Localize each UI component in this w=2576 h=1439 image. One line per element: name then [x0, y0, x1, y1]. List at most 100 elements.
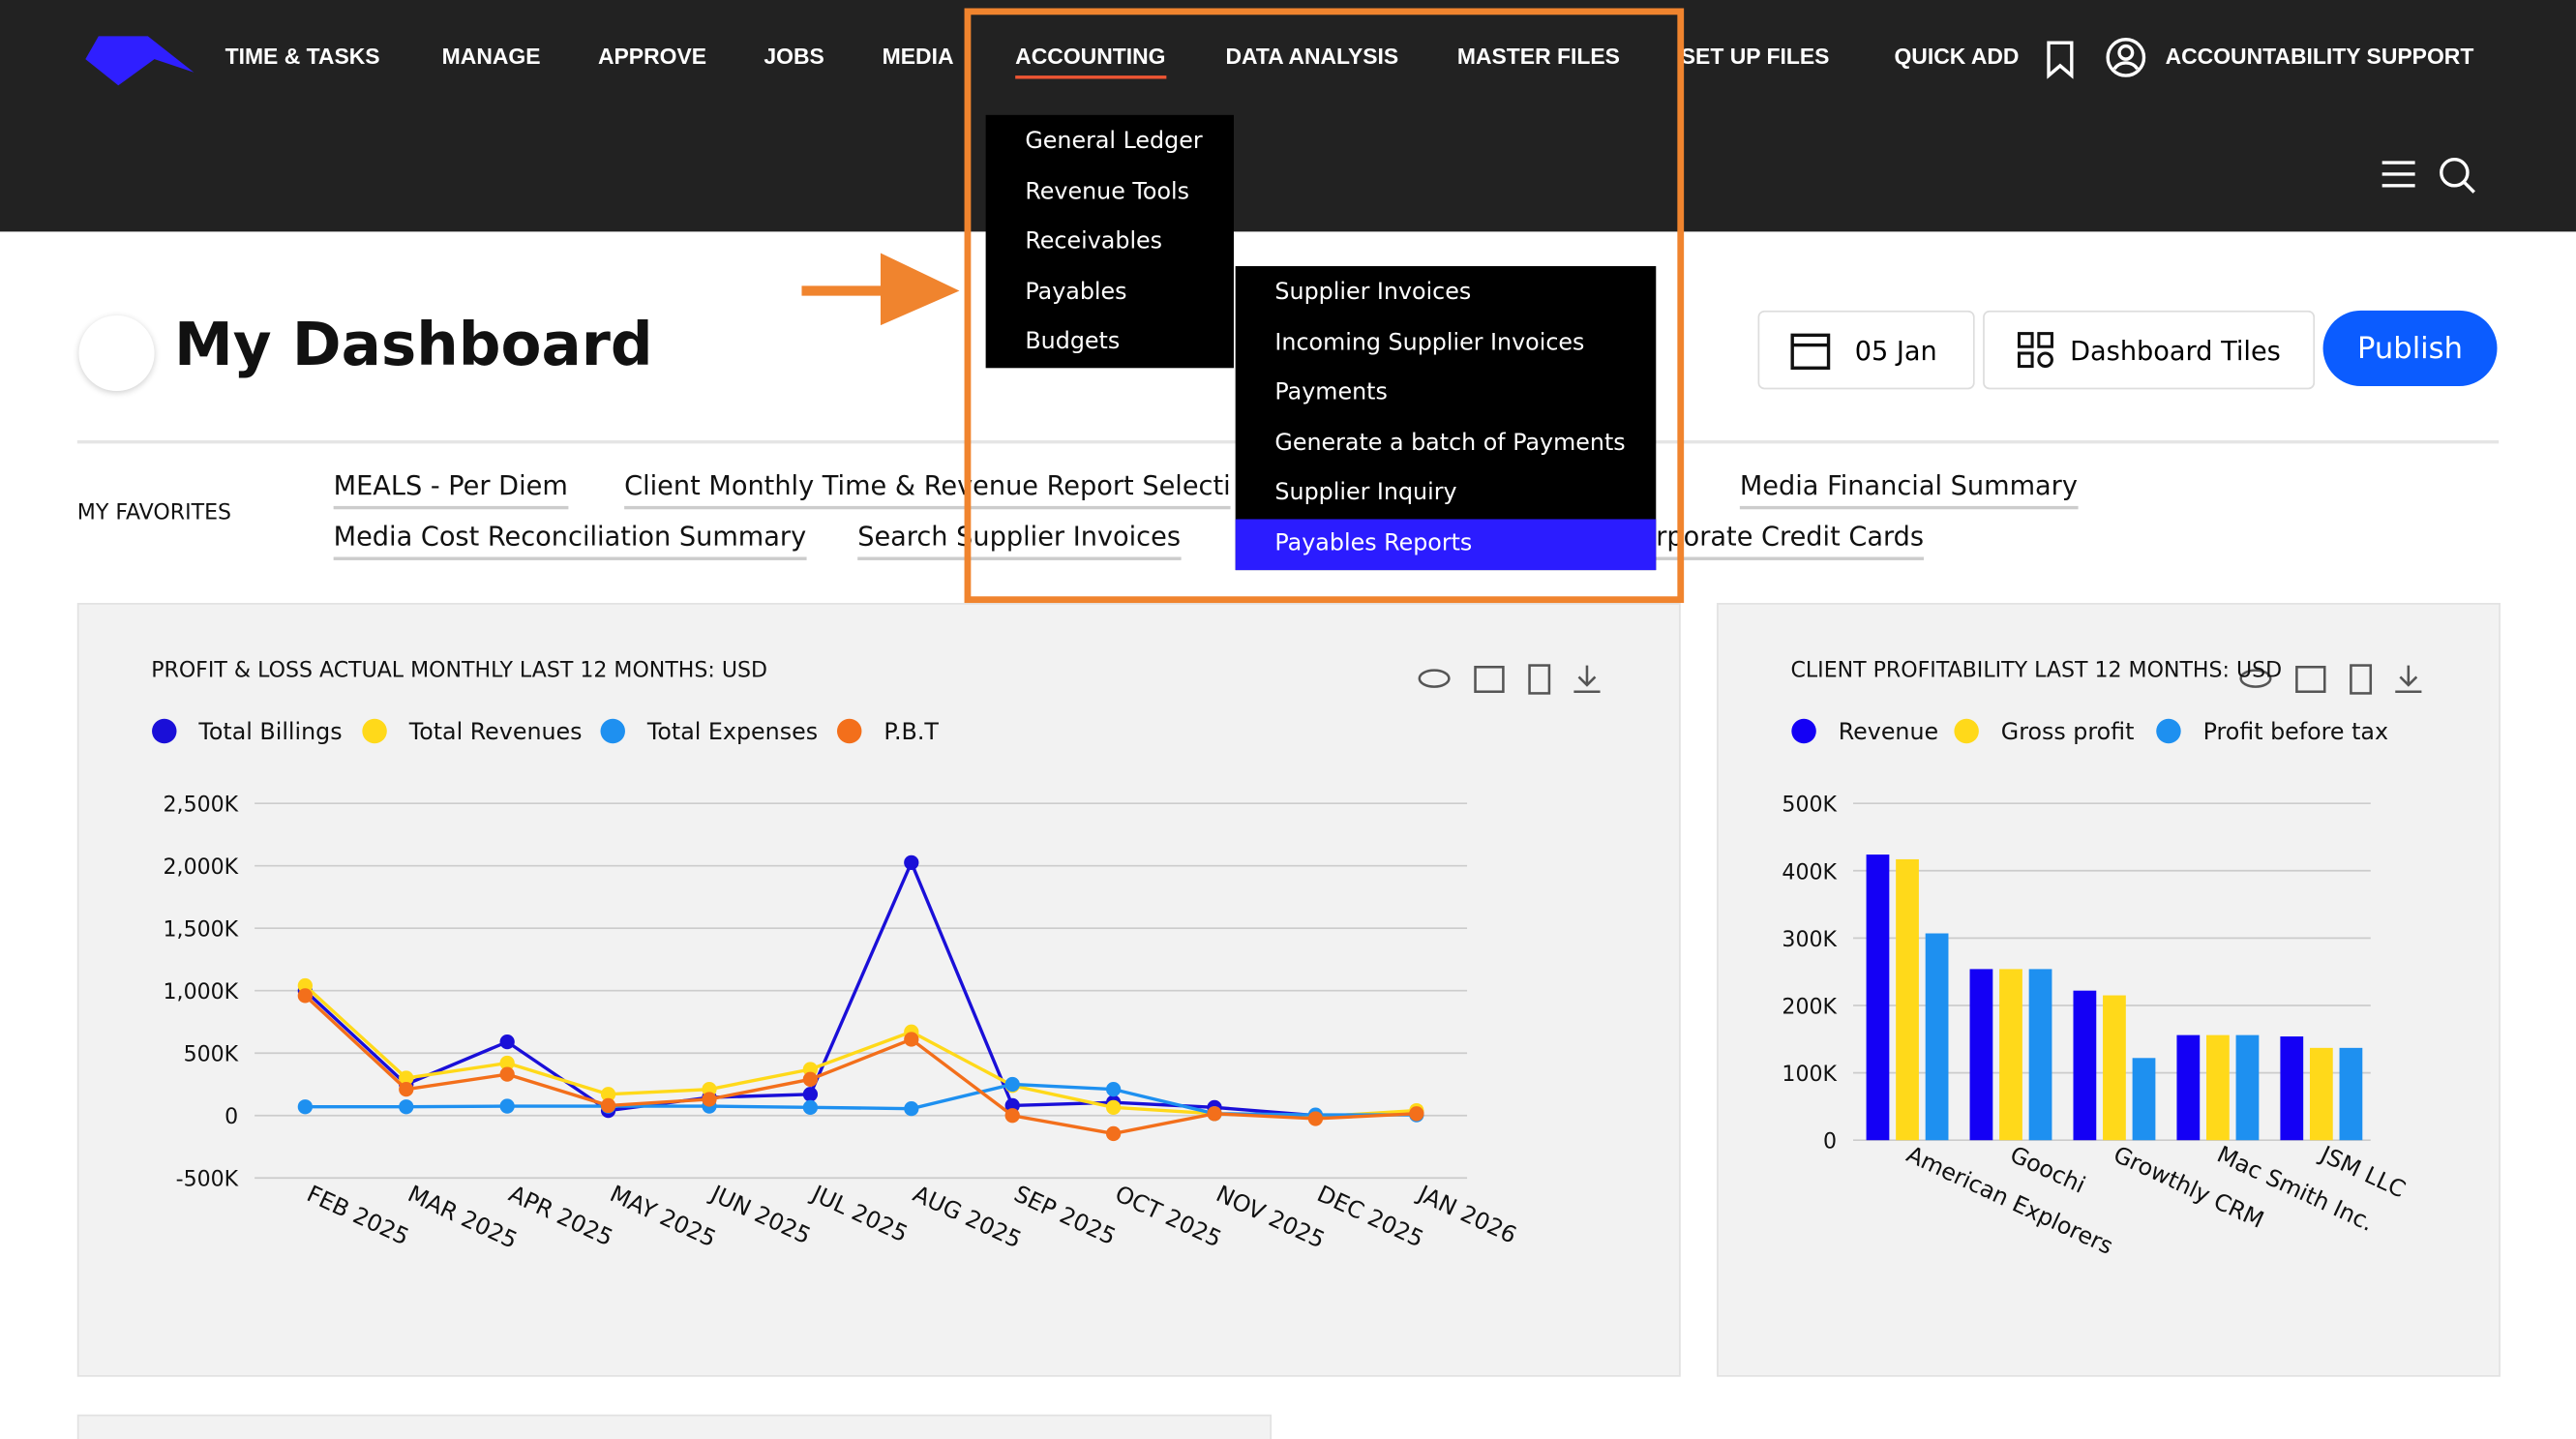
data-point	[297, 988, 313, 1004]
data-point	[904, 1101, 919, 1117]
nav-item[interactable]: TIME & TASKS	[225, 44, 380, 70]
menu-item[interactable]: Receivables	[1025, 228, 1163, 255]
data-point	[802, 1071, 819, 1087]
data-point	[1105, 1099, 1122, 1115]
favorite-link[interactable]: MEALS - Per Diem	[333, 470, 568, 510]
toolbar-icons[interactable]	[2379, 155, 2484, 197]
accounting-menu: General Ledger Revenue Tools Receivables…	[985, 114, 1234, 369]
favorite-link[interactable]: Media Cost Reconciliation Summary	[333, 521, 807, 560]
y-tick-label: 400K	[1782, 860, 1837, 884]
y-tick-label: 0	[225, 1105, 238, 1129]
favorite-link[interactable]: Client Monthly Time & Revenue Report Sel…	[624, 470, 1231, 510]
favorite-link[interactable]: Search Supplier Invoices	[857, 521, 1181, 560]
legend-marker	[836, 718, 862, 744]
y-tick-label: -500K	[176, 1168, 239, 1192]
data-point	[1307, 1111, 1324, 1126]
data-point	[1105, 1082, 1122, 1097]
data-point	[1409, 1106, 1424, 1122]
legend-label: Total Billings	[197, 718, 342, 745]
menu-item[interactable]: Budgets	[1025, 329, 1121, 356]
favorite-link[interactable]: Media Financial Summary	[1739, 470, 2078, 510]
menu-item[interactable]: Generate a batch of Payments	[1274, 430, 1626, 457]
x-tick-label: MAR 2025	[404, 1180, 522, 1254]
x-tick-label: JUN 2025	[705, 1180, 815, 1250]
nav-item[interactable]: MEDIA	[882, 44, 954, 70]
page-title: My Dashboard	[173, 312, 653, 380]
data-point	[399, 1099, 414, 1115]
x-tick-label: FEB 2025	[303, 1180, 413, 1250]
chart-panel	[76, 1414, 1273, 1439]
legend-label: Gross profit	[2001, 718, 2135, 745]
menu-item[interactable]: Revenue Tools	[1025, 178, 1190, 205]
nav-item[interactable]: DATA ANALYSIS	[1225, 44, 1399, 70]
chart-title: CLIENT PROFITABILITY LAST 12 MONTHS: USD	[1790, 658, 2282, 682]
bookmark-icon[interactable]	[2042, 40, 2078, 79]
bar	[2339, 1047, 2363, 1141]
y-tick-label: 1,500K	[164, 918, 239, 943]
nav-item[interactable]: MANAGE	[441, 44, 541, 70]
bar	[2280, 1036, 2304, 1141]
nav-item[interactable]: SET UP FILES	[1680, 44, 1830, 70]
payables-menu: Supplier Invoices Incoming Supplier Invo…	[1235, 266, 1657, 570]
data-point	[499, 1098, 515, 1114]
user-icon[interactable]	[2105, 36, 2147, 78]
y-tick-label: 200K	[1782, 995, 1837, 1019]
bar	[2073, 990, 2097, 1141]
x-tick-label: JAN 2026	[1412, 1180, 1520, 1249]
bar	[2309, 1047, 2333, 1141]
y-tick-label: 1,000K	[164, 980, 239, 1004]
menu-item[interactable]: General Ledger	[1025, 128, 1203, 155]
data-point	[399, 1082, 414, 1097]
support-link[interactable]: ACCOUNTABILITY SUPPORT	[2165, 44, 2474, 70]
y-tick-label: 2,000K	[164, 855, 239, 880]
top-bar	[0, 0, 2576, 232]
legend-label: P.B.T	[884, 718, 939, 745]
x-tick-label: SEP 2025	[1010, 1180, 1121, 1250]
data-point	[802, 1087, 819, 1102]
bar	[2103, 995, 2126, 1141]
date-label: 05 Jan	[1854, 335, 1937, 367]
tiles-button[interactable]: Dashboard Tiles	[1983, 310, 2316, 390]
nav-item[interactable]: APPROVE	[597, 44, 707, 70]
y-tick-label: 0	[1823, 1130, 1837, 1154]
x-tick-label: JUL 2025	[806, 1180, 912, 1248]
menu-item[interactable]: Payables	[1025, 279, 1127, 306]
data-point	[702, 1092, 717, 1107]
nav-item-active[interactable]: ACCOUNTING	[1015, 45, 1166, 79]
chart-title: PROFIT & LOSS ACTUAL MONTHLY LAST 12 MON…	[151, 658, 767, 682]
panel-icons[interactable]	[1418, 664, 2422, 695]
publish-button[interactable]: Publish	[2322, 310, 2498, 386]
data-point	[499, 1034, 515, 1050]
bar	[2206, 1034, 2230, 1141]
nav-item[interactable]: MASTER FILES	[1456, 44, 1620, 70]
data-point	[802, 1099, 819, 1115]
data-point	[1004, 1076, 1020, 1093]
series-line	[304, 984, 1417, 1119]
favorite-link[interactable]: Corporate Credit Cards	[1621, 521, 1925, 560]
data-point	[499, 1055, 515, 1071]
legend-label: Total Expenses	[646, 718, 818, 745]
menu-item[interactable]: Supplier Invoices	[1274, 279, 1472, 306]
x-tick-label: APR 2025	[505, 1180, 617, 1251]
logo[interactable]	[82, 30, 197, 89]
dashboard-icon[interactable]	[78, 315, 155, 392]
menu-item-active[interactable]: Payables Reports	[1235, 519, 1657, 570]
nav-item[interactable]: QUICK ADD	[1894, 44, 2020, 70]
bar	[1925, 933, 1949, 1141]
bar	[1896, 858, 1919, 1141]
annotation-arrow	[801, 253, 960, 326]
bar	[1999, 969, 2022, 1141]
menu-item[interactable]: Supplier Inquiry	[1274, 480, 1457, 507]
date-button[interactable]: 05 Jan	[1757, 310, 1975, 390]
data-point	[1207, 1106, 1222, 1122]
legend-label: Profit before tax	[2203, 718, 2388, 745]
bar	[1866, 854, 1890, 1141]
favorites-label: MY FAVORITES	[76, 500, 232, 526]
menu-item[interactable]: Incoming Supplier Invoices	[1274, 329, 1585, 356]
menu-item[interactable]: Payments	[1274, 379, 1388, 406]
legend-marker	[2156, 718, 2181, 744]
nav-item[interactable]: JOBS	[764, 44, 824, 70]
x-tick-label: AUG 2025	[909, 1180, 1026, 1253]
